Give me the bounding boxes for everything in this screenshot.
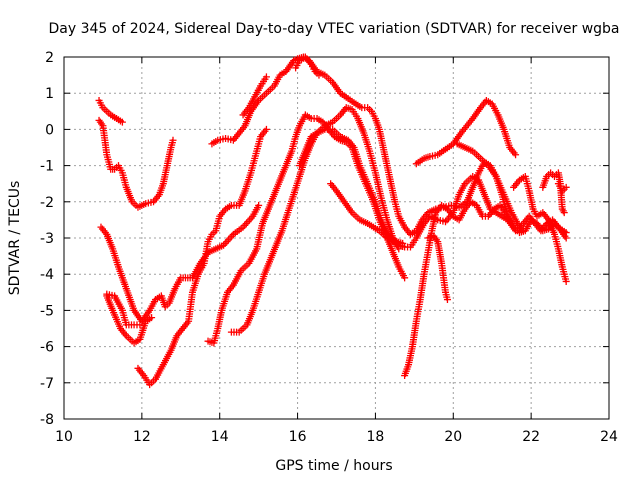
data-point [401, 274, 409, 282]
data-series [95, 96, 126, 126]
chart-title: Day 345 of 2024, Sidereal Day-to-day VTE… [48, 21, 619, 37]
data-point [148, 314, 156, 322]
x-tick-label: 12 [133, 429, 151, 445]
data-series [554, 180, 570, 195]
data-series [412, 96, 520, 168]
data-series [401, 198, 516, 380]
x-tick-label: 22 [522, 429, 540, 445]
grid [64, 57, 609, 419]
y-tick-label: 2 [45, 50, 54, 66]
data-point [169, 136, 177, 144]
y-tick-label: -8 [40, 412, 54, 428]
data-point [443, 296, 451, 304]
plot-border [63, 56, 610, 420]
data-series [327, 180, 407, 247]
data-point [255, 201, 263, 209]
data-series [292, 53, 323, 79]
data-point [519, 227, 527, 235]
data-series [103, 292, 156, 347]
y-tick-label: 0 [45, 122, 54, 138]
y-tick-label: -4 [40, 267, 54, 283]
y-tick-label: 1 [45, 86, 54, 102]
y-tick-label: -7 [40, 376, 54, 392]
x-tick-label: 10 [55, 429, 73, 445]
data-series [510, 172, 570, 285]
x-tick-label: 18 [367, 429, 385, 445]
data-point [512, 151, 520, 159]
y-tick-label: -5 [40, 303, 54, 319]
y-axis-label: SDTVAR / TECUs [7, 181, 23, 296]
data-point [118, 118, 126, 126]
data-point [262, 73, 270, 81]
y-tick-label: -2 [40, 195, 54, 211]
data-point [315, 71, 323, 79]
y-tick-label: -6 [40, 340, 54, 356]
data-point [262, 125, 270, 133]
data-series [424, 232, 451, 304]
data-point [562, 277, 570, 285]
x-tick-label: 16 [289, 429, 307, 445]
data-point [560, 209, 568, 217]
data-point [136, 321, 144, 329]
data-series [539, 169, 568, 217]
data-series [227, 104, 403, 336]
data-series [453, 140, 527, 235]
y-tick-label: -1 [40, 159, 54, 175]
x-tick-label: 24 [600, 429, 618, 445]
data-point [562, 234, 570, 242]
data-series [134, 125, 270, 389]
x-axis-label: GPS time / hours [275, 458, 392, 474]
data-points [95, 53, 570, 389]
x-tick-label: 14 [211, 429, 229, 445]
data-point [508, 220, 516, 228]
data-series [239, 73, 270, 119]
data-point [562, 183, 570, 191]
data-series [95, 116, 177, 211]
x-tick-label: 20 [444, 429, 462, 445]
data-point [399, 239, 407, 247]
y-tick-label: -3 [40, 231, 54, 247]
